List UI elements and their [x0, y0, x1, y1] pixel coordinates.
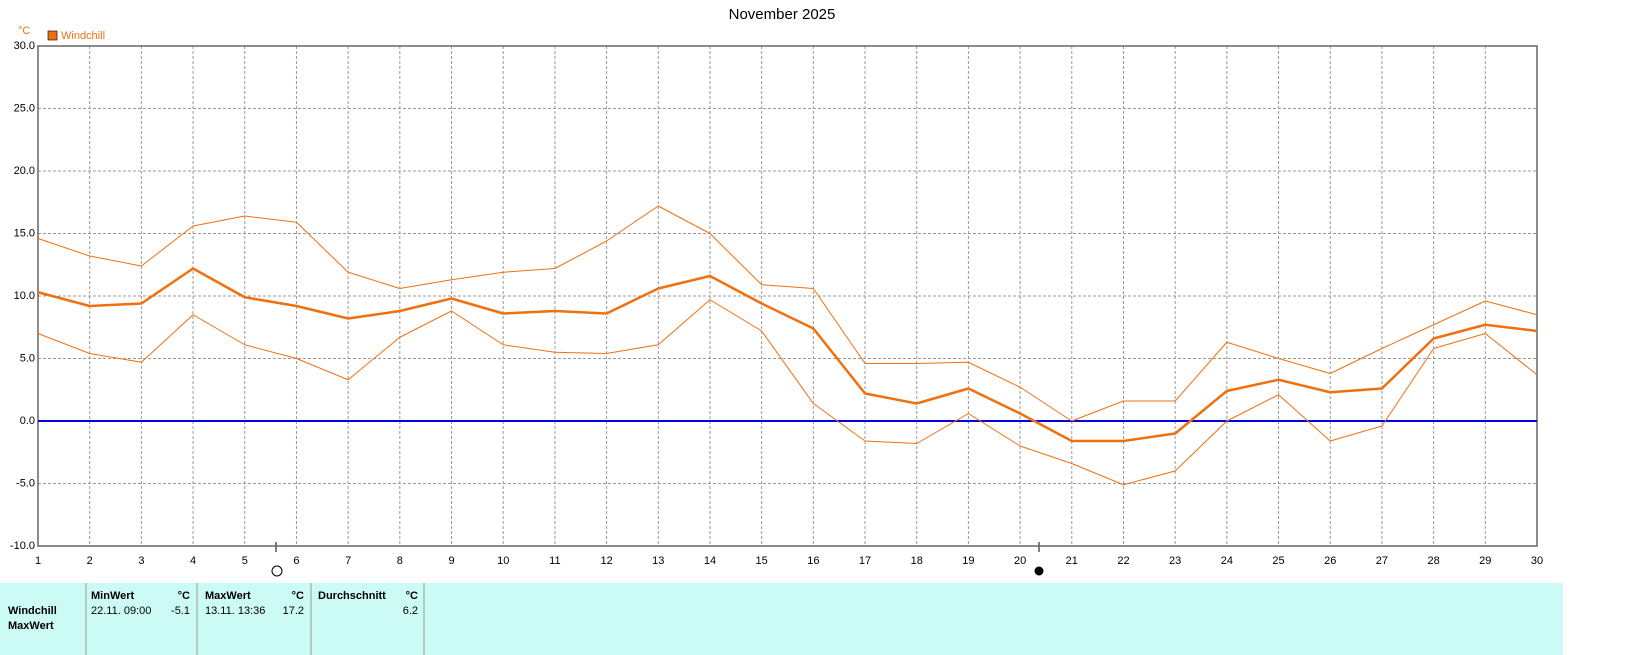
plot-frame	[37, 45, 1538, 547]
x-tick-label: 26	[1324, 555, 1336, 567]
x-tick-label: 29	[1479, 555, 1491, 567]
series-max-line	[37, 205, 1538, 422]
x-tick-label: 23	[1169, 555, 1181, 567]
table-cell: 22.11. 09:00	[91, 605, 151, 617]
y-tick-label: 20.0	[14, 165, 35, 177]
table-header: °C	[292, 590, 304, 602]
table-header: Durchschnitt	[318, 590, 386, 602]
table-cell: 13.11. 13:36	[205, 605, 265, 617]
x-tick-label: 3	[138, 555, 144, 567]
x-tick-label: 11	[549, 555, 560, 567]
table-background	[0, 583, 1563, 655]
x-tick-label: 19	[962, 555, 974, 567]
y-tick-label: 15.0	[14, 227, 35, 239]
x-tick-label: 20	[1014, 555, 1026, 567]
full-moon-icon	[271, 565, 283, 577]
table-cell: Windchill	[8, 605, 57, 617]
legend-label: Windchill	[61, 30, 105, 42]
y-tick-label: 30.0	[14, 40, 35, 52]
x-tick-label: 17	[859, 555, 871, 567]
table-header: MinWert	[91, 590, 135, 602]
y-tick-label: -10.0	[10, 540, 35, 552]
x-tick-label: 4	[190, 555, 196, 567]
x-tick-label: 22	[1117, 555, 1129, 567]
x-tick-label: 28	[1427, 555, 1439, 567]
x-tick-label: 12	[600, 555, 612, 567]
x-tick-label: 18	[911, 555, 923, 567]
y-unit: °C	[18, 25, 30, 37]
y-tick-label: 25.0	[14, 102, 35, 114]
x-tick-label: 30	[1531, 555, 1543, 567]
y-tick-label: 5.0	[20, 352, 35, 364]
series-min-line	[37, 299, 1538, 486]
x-tick-label: 25	[1272, 555, 1284, 567]
x-tick-label: 2	[87, 555, 93, 567]
y-tick-label: 10.0	[14, 290, 35, 302]
table-header: MaxWert	[205, 590, 251, 602]
legend-swatch	[47, 30, 58, 41]
x-tick-label: 13	[652, 555, 664, 567]
x-tick-label: 8	[397, 555, 403, 567]
table-header: °C	[406, 590, 418, 602]
table-cell: 6.2	[403, 605, 418, 617]
series-line	[37, 267, 1538, 443]
x-tick-label: 6	[293, 555, 299, 567]
x-tick-label: 7	[345, 555, 351, 567]
x-tick-label: 10	[497, 555, 509, 567]
new-moon-icon	[1034, 566, 1044, 576]
table-cell: -5.1	[171, 605, 190, 617]
y-tick-label: -5.0	[16, 477, 35, 489]
x-tick-label: 15	[756, 555, 768, 567]
x-tick-label: 9	[448, 555, 454, 567]
x-tick-label: 21	[1066, 555, 1078, 567]
table-header: °C	[178, 590, 190, 602]
chart-title: November 2025	[729, 6, 836, 23]
x-tick-label: 24	[1221, 555, 1233, 567]
x-tick-label: 5	[242, 555, 248, 567]
x-tick-label: 14	[704, 555, 716, 567]
table-cell: MaxWert	[8, 620, 54, 632]
x-tick-label: 1	[35, 555, 41, 567]
x-tick-label: 27	[1376, 555, 1388, 567]
table-cell: 17.2	[283, 605, 304, 617]
y-tick-label: 0.0	[20, 415, 35, 427]
x-tick-label: 16	[807, 555, 819, 567]
